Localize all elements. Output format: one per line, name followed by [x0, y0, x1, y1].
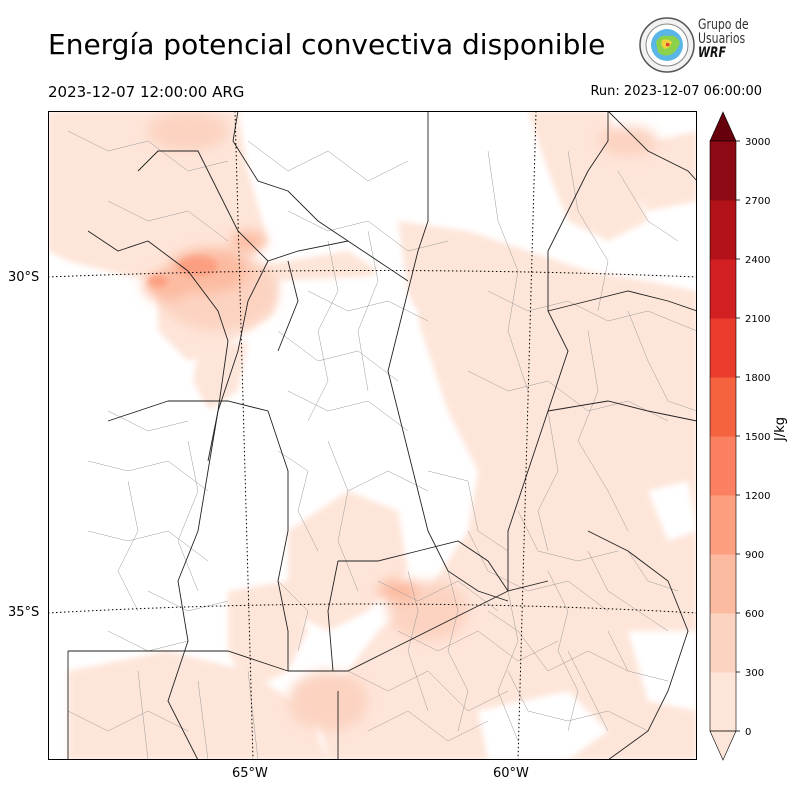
lon-label-65w: 65°W — [232, 766, 268, 781]
colorbar-swatch — [710, 259, 736, 319]
map-frame-border — [48, 111, 697, 760]
logo-line1: Grupo de — [698, 17, 749, 33]
colorbar-tick-label: 1200 — [745, 491, 770, 502]
lon-label-60w: 60°W — [493, 766, 529, 781]
colorbar-swatch — [710, 495, 736, 555]
globe-seal-icon — [639, 17, 695, 73]
colorbar-tick-label: 2400 — [745, 255, 770, 266]
logo-line2: Usuarios — [698, 31, 746, 47]
colorbar-extend-min — [709, 730, 737, 761]
colorbar-tick-label: 1800 — [745, 373, 770, 384]
colorbar-swatch — [710, 377, 736, 437]
department-boundaries — [67, 130, 697, 760]
logo: Grupo de Usuarios WRF — [638, 16, 768, 74]
colorbar-swatch — [710, 613, 736, 673]
parallel-30s — [48, 270, 697, 278]
graticule — [48, 111, 697, 760]
colorbar-tick-label: 600 — [745, 609, 764, 620]
province-borders — [67, 111, 697, 760]
colorbar-tick-label: 2700 — [745, 196, 770, 207]
colorbar-tick-label: 300 — [745, 668, 764, 679]
meridian-60w — [517, 111, 537, 760]
parallel-35s — [48, 603, 697, 614]
meridian-65w — [234, 111, 254, 760]
colorbar-swatch — [710, 141, 736, 201]
cape-fill — [48, 111, 697, 760]
colorbar-swatch — [710, 672, 736, 732]
map-title: Energía potencial convectiva disponible — [48, 28, 606, 61]
lat-label-35s: 35°S — [8, 605, 40, 620]
colorbar-tick-label: 900 — [745, 550, 764, 561]
colorbar-swatch — [710, 318, 736, 378]
logo-line3: WRF — [698, 45, 726, 61]
colorbar-swatch — [710, 436, 736, 496]
colorbar-tick-label: 1500 — [745, 432, 770, 443]
colorbar-extend-max — [709, 111, 737, 142]
cape-map — [48, 111, 697, 760]
colorbar-tick-label: 3000 — [745, 137, 770, 148]
run-time: Run: 2023-12-07 06:00:00 — [590, 84, 762, 99]
colorbar-tick-label: 2100 — [745, 314, 770, 325]
colorbar-swatch — [710, 554, 736, 614]
colorbar-swatch — [710, 200, 736, 260]
colorbar-label: J/kg — [773, 417, 788, 442]
colorbar: 0 300 600 900 1200 1500 1800 2100 2400 2700 3000 J… — [709, 111, 788, 761]
colorbar-tick-label: 0 — [745, 727, 751, 738]
lat-label-30s: 30°S — [8, 270, 40, 285]
valid-time: 2023-12-07 12:00:00 ARG — [48, 83, 245, 101]
